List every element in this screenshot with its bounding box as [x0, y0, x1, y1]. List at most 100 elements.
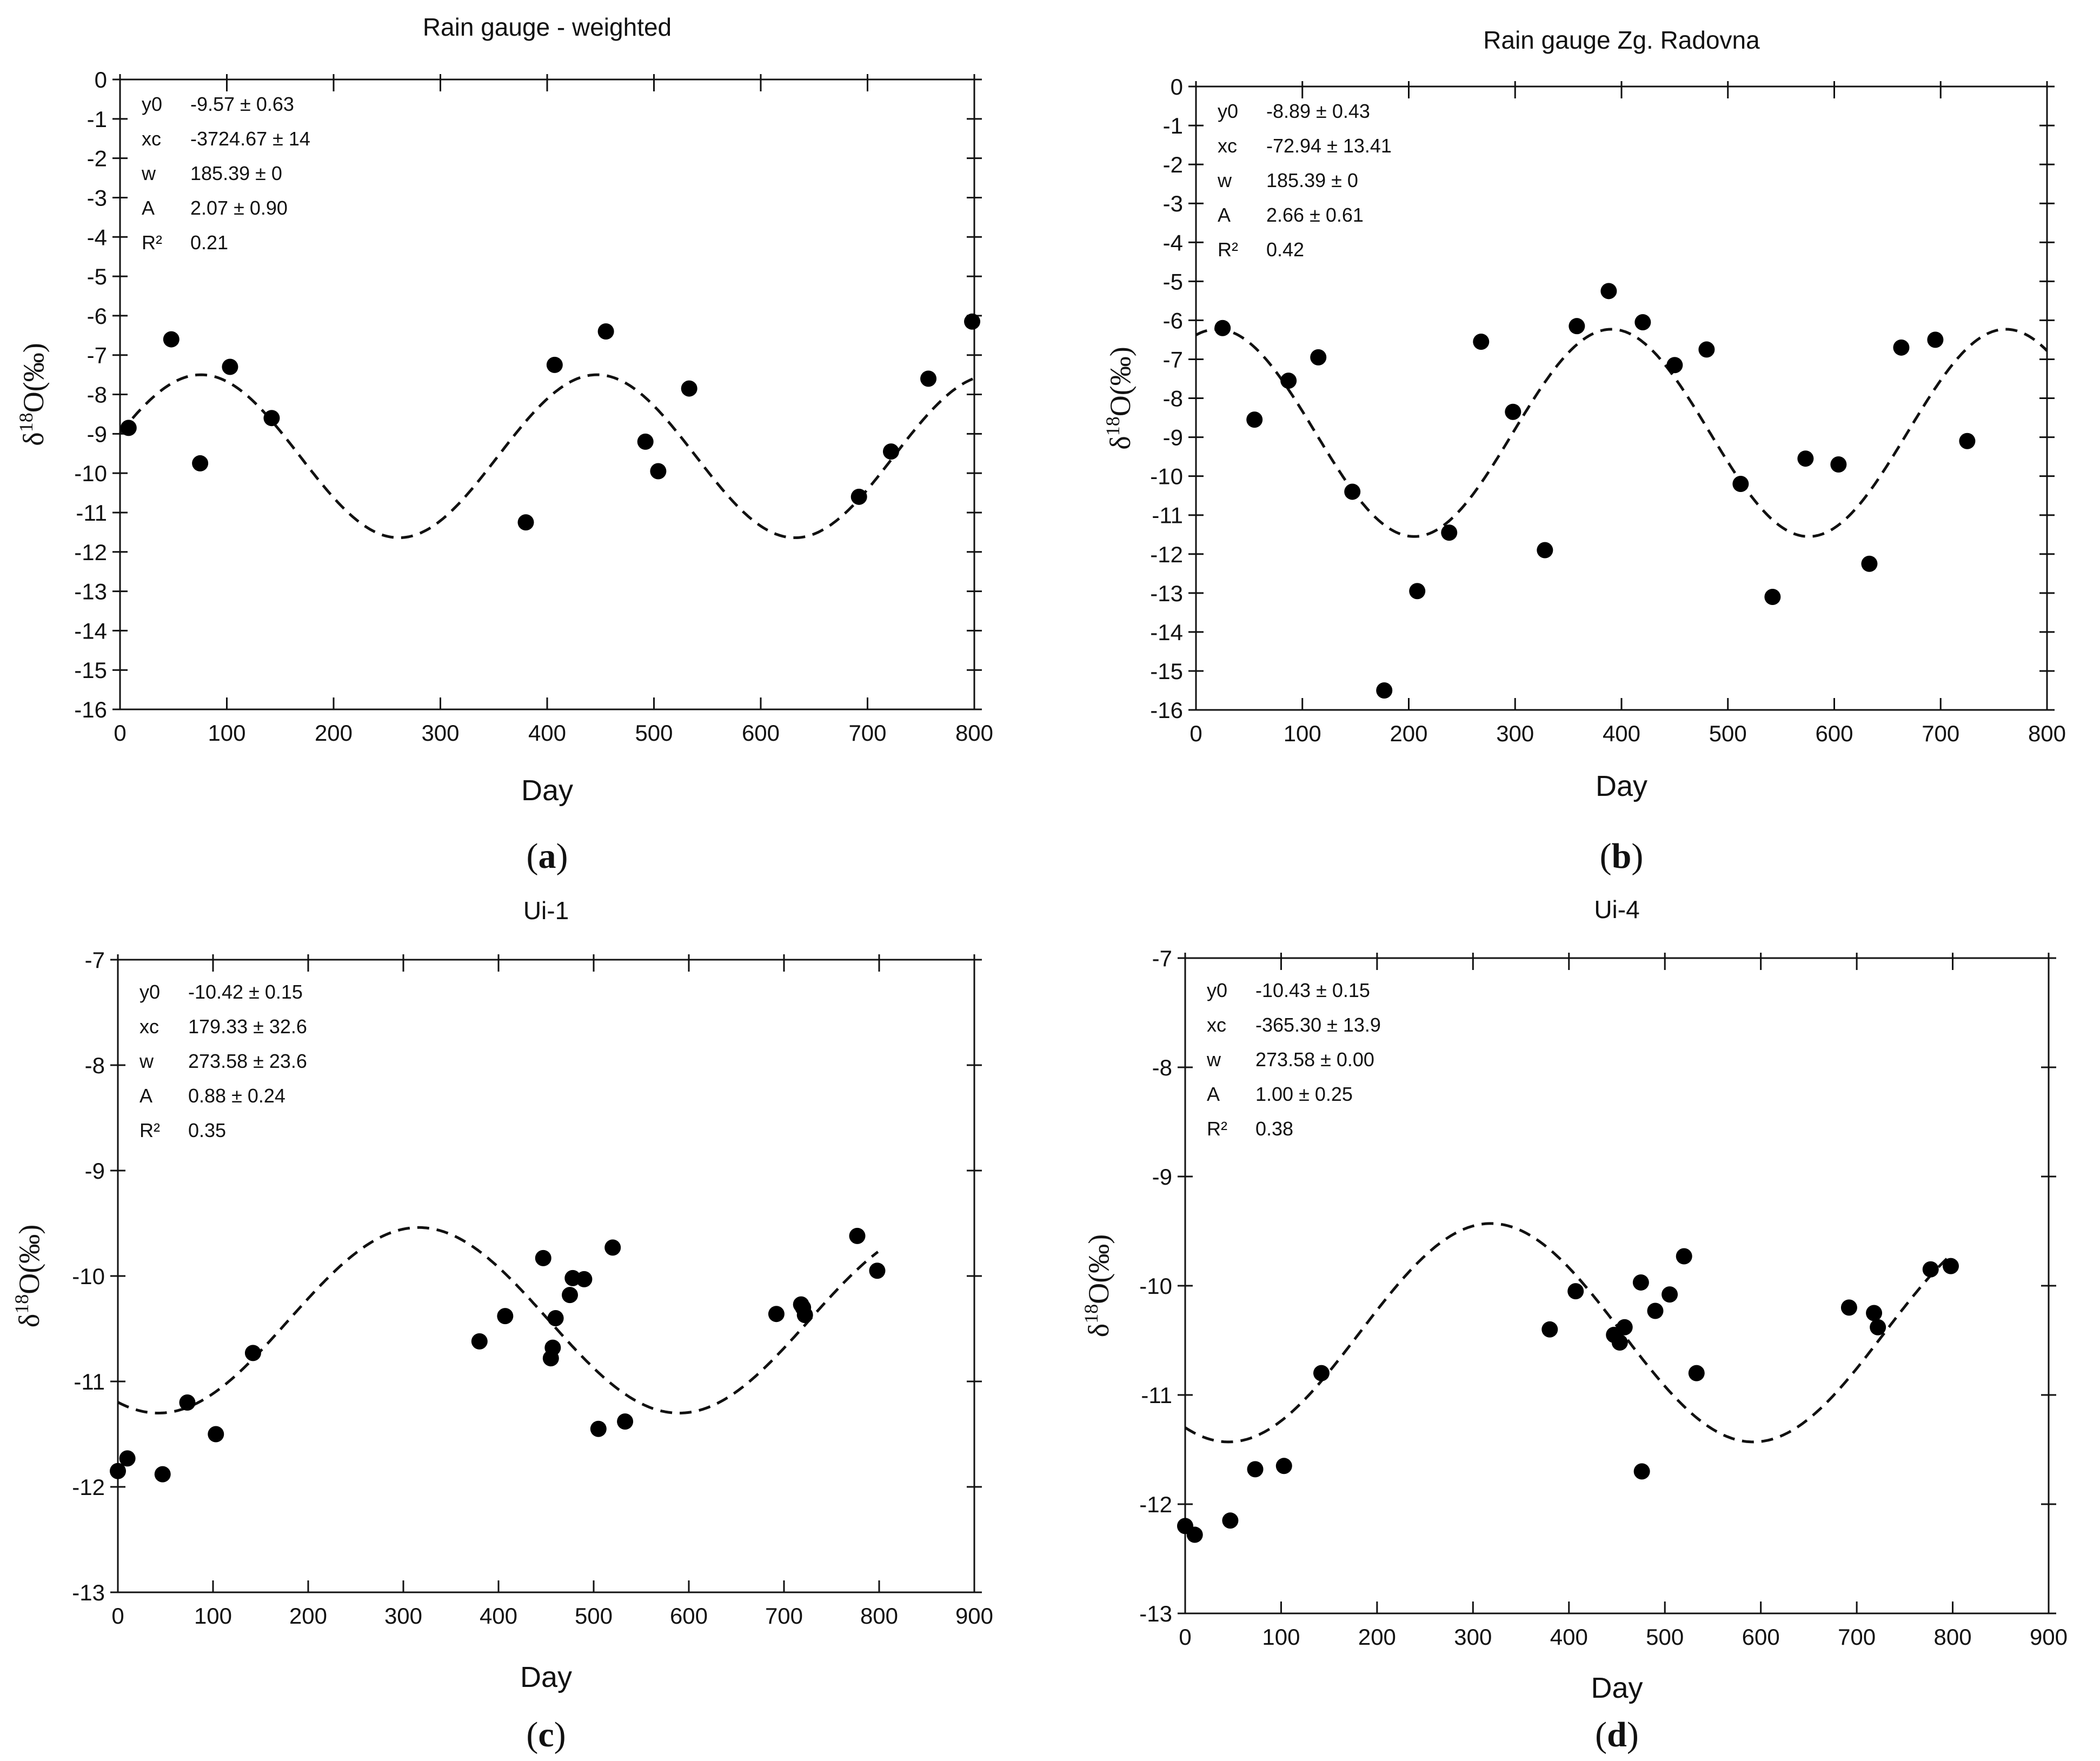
chart-panel-b: Rain gauge Zg. Radovna 0 100 200 300 400 500 60… [1102, 26, 2066, 876]
chart-panel-a: Rain gauge - weighted 0 100 200 300 400 500 600… [15, 13, 993, 876]
data-point [535, 1250, 551, 1266]
y-tick-label: -7 [87, 343, 107, 368]
data-point [119, 1450, 136, 1467]
x-tick-label: 700 [848, 720, 886, 746]
x-tick-label: 700 [1922, 721, 1959, 746]
y-tick-label: -15 [1150, 659, 1183, 684]
y-tick-label: -1 [1163, 113, 1183, 138]
x-tick-label: 0 [111, 1603, 124, 1629]
data-point [681, 380, 697, 397]
y-tick-label: -14 [1150, 620, 1183, 645]
y-tick-label: -1 [87, 107, 107, 132]
x-tick-label: 600 [742, 720, 780, 746]
fit-stat-label: R² [139, 1119, 160, 1141]
y-tick-label: -9 [1152, 1164, 1172, 1189]
x-tick-label: 0 [1189, 721, 1202, 746]
chart-panel-c: Ui-1 0 100 200 300 400 500 600 700 800 900 -7 -8 -9 -1… [11, 896, 993, 1755]
fit-stat-value: 0.42 [1266, 238, 1304, 261]
fit-stat-label: y0 [139, 981, 160, 1003]
fit-stat-value: 0.88 ± 0.24 [188, 1085, 285, 1107]
data-point [869, 1262, 886, 1279]
data-point [1922, 1261, 1939, 1278]
data-point [576, 1271, 593, 1287]
data-point [1310, 349, 1327, 366]
y-tick-label: -10 [74, 461, 107, 486]
fit-stat-value: 1.00 ± 0.25 [1255, 1083, 1353, 1105]
data-point [497, 1308, 514, 1325]
y-axis-title: δ18O(‰) [1102, 347, 1137, 449]
data-point [850, 488, 867, 505]
data-point [1893, 339, 1910, 356]
x-tick-label: 300 [384, 1603, 422, 1629]
y-tick-label: -11 [74, 1369, 105, 1394]
fit-stat-value: -365.30 ± 13.9 [1255, 1014, 1381, 1036]
fit-stat-label: xc [139, 1015, 159, 1038]
fit-stat-value: 0.35 [188, 1119, 226, 1141]
data-point [1567, 1283, 1584, 1300]
fit-curve [119, 373, 975, 539]
x-tick-label: 500 [635, 720, 673, 746]
data-point [1676, 1248, 1692, 1265]
fit-stat-value: -10.42 ± 0.15 [188, 981, 303, 1003]
y-tick-label: -8 [87, 382, 107, 408]
data-point [1634, 314, 1651, 330]
y-tick-label: -7 [85, 947, 105, 973]
fit-stat-value: -8.89 ± 0.43 [1266, 100, 1370, 122]
y-tick-label: -10 [1150, 464, 1183, 489]
y-tick-label: -12 [74, 540, 107, 565]
data-point [1611, 1334, 1628, 1351]
y-tick-label: -16 [74, 697, 107, 722]
fit-stat-label: A [1218, 204, 1231, 226]
data-point [637, 433, 654, 450]
x-tick-label: 600 [1815, 721, 1853, 746]
data-point [1647, 1303, 1664, 1319]
data-point [1537, 542, 1553, 559]
fit-stat-label: xc [1218, 135, 1237, 157]
x-tick-label: 400 [528, 720, 566, 746]
fit-stat-label: y0 [1207, 979, 1227, 1001]
fit-stat-value: 2.07 ± 0.90 [190, 197, 288, 219]
data-point [546, 356, 563, 373]
fit-stat-value: -3724.67 ± 14 [190, 128, 310, 150]
y-axis-title: δ18O(‰) [11, 1225, 45, 1327]
y-tick-label: -6 [87, 303, 107, 329]
data-point [547, 1310, 564, 1326]
data-point [1943, 1258, 1959, 1274]
x-tick-label: 700 [765, 1603, 803, 1629]
data-point [244, 1345, 261, 1361]
fit-stat-label: w [1217, 169, 1232, 191]
x-tick-label: 100 [1262, 1624, 1300, 1650]
y-tick-label: 0 [1171, 74, 1183, 99]
fit-stat-value: -10.43 ± 0.15 [1255, 979, 1370, 1001]
data-point [544, 1339, 561, 1356]
data-point [1246, 411, 1263, 428]
x-axis-title: Day [520, 1661, 572, 1693]
data-point [796, 1307, 813, 1324]
fit-stat-value: 273.58 ± 0.00 [1255, 1048, 1374, 1071]
data-point [1616, 1319, 1633, 1335]
panel-label: (b) [1600, 836, 1644, 876]
fit-stat-value: 0.38 [1255, 1118, 1293, 1140]
data-point [1569, 318, 1585, 335]
fit-stat-label: xc [1207, 1014, 1226, 1036]
y-tick-label: -5 [87, 264, 107, 289]
data-point [1541, 1321, 1558, 1338]
data-point [1797, 450, 1814, 467]
x-tick-label: 100 [194, 1603, 232, 1629]
data-point [1214, 320, 1231, 336]
data-point [964, 313, 981, 330]
data-point [1633, 1463, 1650, 1480]
y-tick-label: -3 [87, 185, 107, 210]
x-tick-label: 400 [480, 1603, 517, 1629]
x-tick-label: 0 [1179, 1624, 1191, 1650]
y-tick-label: -13 [1139, 1601, 1172, 1626]
y-tick-label: -4 [1163, 230, 1183, 255]
x-axis-title: Day [1596, 770, 1647, 802]
y-tick-label: -9 [85, 1158, 105, 1184]
x-tick-label: 500 [1646, 1624, 1684, 1650]
fit-stat-label: R² [142, 231, 162, 254]
data-point [222, 358, 238, 375]
fit-stat-label: A [142, 197, 155, 219]
